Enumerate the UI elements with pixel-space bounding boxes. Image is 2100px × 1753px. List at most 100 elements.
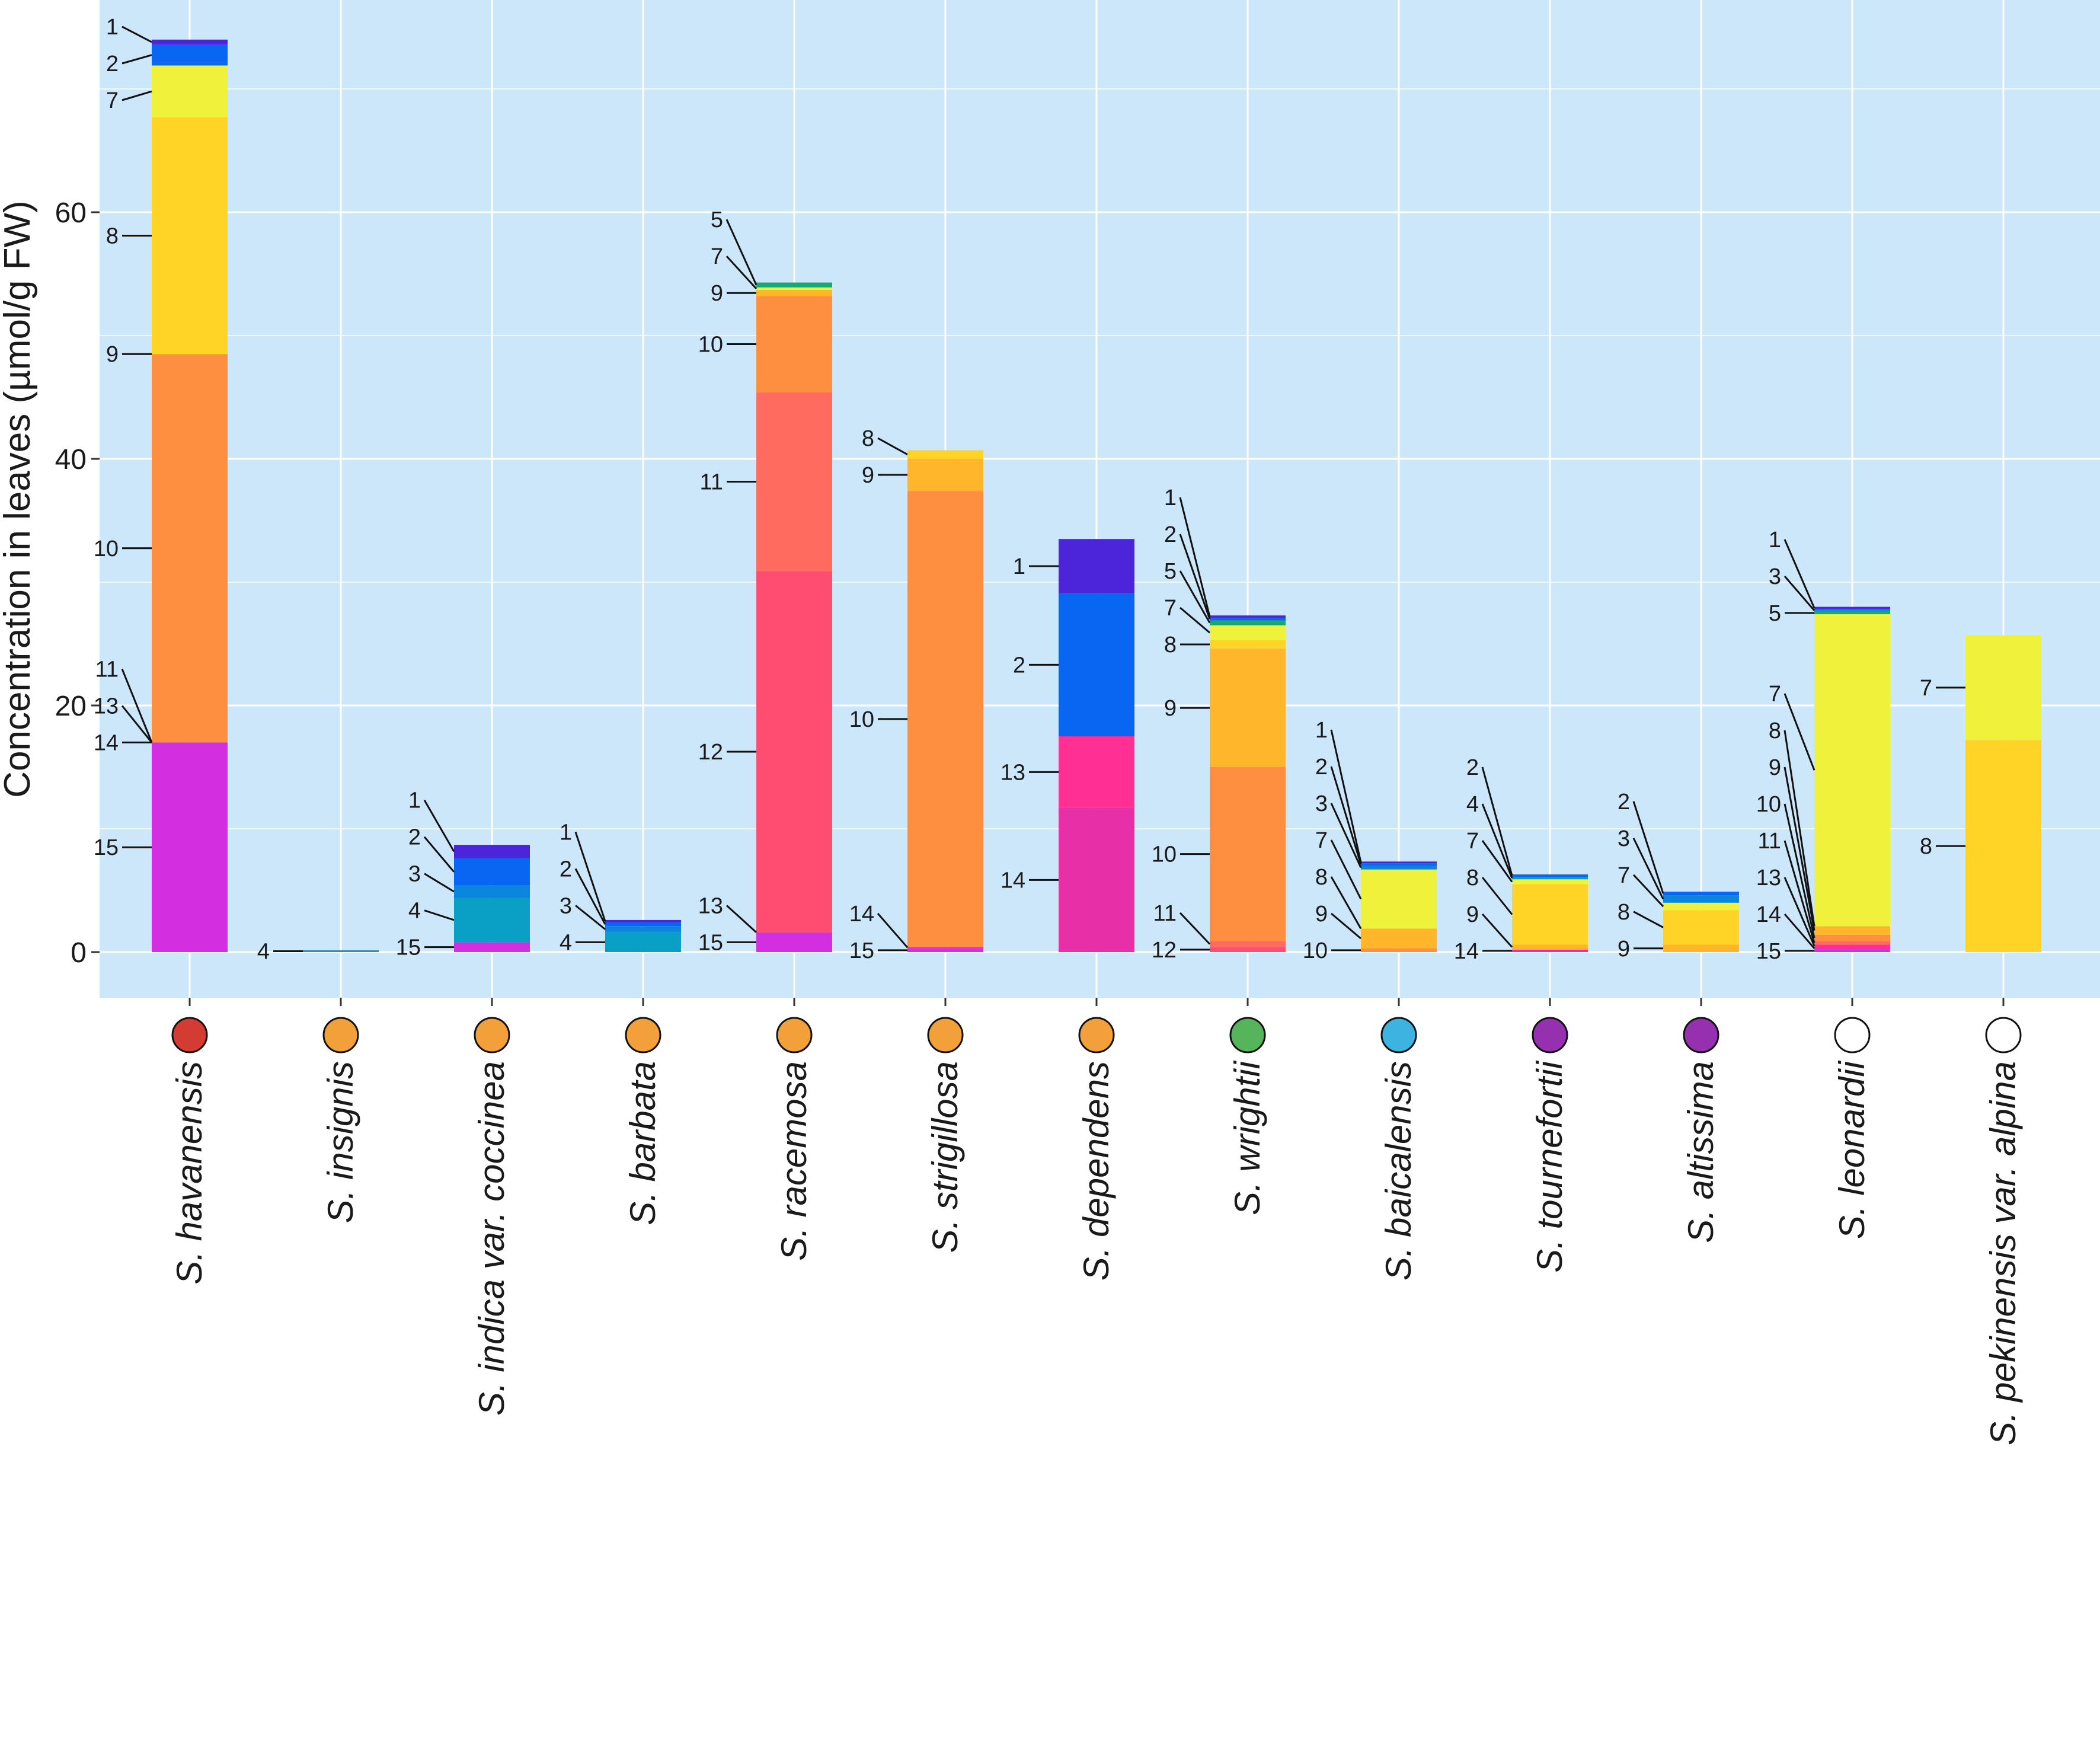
category-marker <box>927 1017 964 1053</box>
segment-label: 15 <box>1756 939 1781 964</box>
bar-segment <box>1814 926 1890 935</box>
bar-segment <box>756 932 832 952</box>
segment-label: 2 <box>408 825 421 850</box>
bar-segment <box>1663 892 1739 896</box>
category-marker <box>776 1017 813 1053</box>
bar-segment <box>1512 949 1588 952</box>
segment-label: 9 <box>1164 696 1177 721</box>
bar-segment <box>1210 618 1286 621</box>
segment-label: 8 <box>1920 834 1932 859</box>
category-marker <box>1532 1017 1568 1053</box>
segment-leader-line <box>725 219 757 286</box>
bar-segment <box>907 946 983 949</box>
category-label: S. pekinensis var. alpina <box>1983 1061 2023 1445</box>
category-marker <box>1229 1017 1266 1053</box>
segment-label: 1 <box>560 820 572 845</box>
category-marker <box>1683 1017 1719 1053</box>
segment-label: 2 <box>560 857 572 882</box>
bar-segment <box>454 885 530 898</box>
bar-segment <box>1210 615 1286 618</box>
category-label: S. indica var. coccinea <box>472 1061 512 1416</box>
bar-segment <box>1361 869 1437 929</box>
bar-segment <box>1512 879 1588 885</box>
category-label: S. dependens <box>1076 1061 1116 1281</box>
bar-segment <box>1210 947 1286 952</box>
bar-segment <box>152 39 228 45</box>
segment-label: 9 <box>1769 755 1781 780</box>
segment-label: 15 <box>396 935 421 960</box>
segment-leader-line <box>122 25 152 43</box>
segment-label: 2 <box>1618 790 1630 815</box>
bar-segment <box>1361 866 1437 870</box>
segment-label: 2 <box>1466 755 1479 780</box>
bar-segment <box>152 65 228 117</box>
category-label: S. altissima <box>1681 1061 1721 1243</box>
category-marker <box>625 1017 661 1053</box>
bar-segment <box>1814 606 1890 609</box>
segment-label: 4 <box>1466 792 1479 817</box>
bar-segment <box>1814 614 1890 927</box>
segment-leader-line <box>1783 840 1815 943</box>
bar-segment <box>1814 949 1890 952</box>
bar-segment <box>1210 620 1286 625</box>
bar-segment <box>1512 877 1588 880</box>
segment-label: 8 <box>1315 865 1328 890</box>
bar-segment <box>1663 895 1739 903</box>
segment-leader-line <box>1330 803 1362 868</box>
segment-label: 12 <box>1152 938 1177 963</box>
bar-segment <box>1210 767 1286 941</box>
y-tick-label: 0 <box>71 937 87 969</box>
bar-segment <box>1814 611 1890 615</box>
bars <box>152 39 2041 952</box>
bar-segment <box>1965 635 2041 740</box>
category-marker <box>1985 1017 2022 1053</box>
segment-label: 12 <box>698 740 723 765</box>
segment-label: 5 <box>1164 559 1177 584</box>
segment-leader-line <box>725 905 757 933</box>
bar-segment <box>1210 649 1286 767</box>
segment-label: 7 <box>1920 676 1932 701</box>
y-axis: 0 20 40 60 <box>55 197 100 969</box>
segment-label: 13 <box>698 893 723 918</box>
bar-segment <box>152 44 228 66</box>
segment-leader-line <box>574 868 606 925</box>
segment-leader-line <box>1481 803 1513 879</box>
segment-label: 5 <box>711 207 723 232</box>
category-marker <box>474 1017 510 1053</box>
bar-segment <box>605 926 681 933</box>
segment-leader-line <box>1783 913 1815 949</box>
category-marker <box>1380 1017 1417 1053</box>
segment-label: 2 <box>1164 522 1177 547</box>
segment-label: 8 <box>862 426 874 451</box>
bar-segment <box>152 742 228 952</box>
segment-label: 4 <box>257 939 270 964</box>
bar-segment <box>1361 928 1437 949</box>
segment-label: 3 <box>408 862 421 887</box>
segment-label: 9 <box>1315 902 1328 927</box>
bar-segment <box>756 296 832 392</box>
bar-segment <box>1512 884 1588 945</box>
bar-segment <box>907 450 983 459</box>
segment-label: 10 <box>94 537 119 561</box>
segment-label: 11 <box>95 657 119 682</box>
segment-leader-line <box>1481 767 1513 876</box>
bar-segment <box>1814 934 1890 941</box>
segment-leader-line <box>1632 801 1664 894</box>
segment-label: 7 <box>1164 596 1177 621</box>
segment-leader-line <box>121 668 153 743</box>
segment-leader-line <box>122 90 152 101</box>
bar-segment <box>1512 944 1588 950</box>
segment-leader-line <box>1481 913 1513 948</box>
segment-label: 1 <box>106 15 119 40</box>
segment-label: 3 <box>560 893 572 918</box>
segment-leader-line <box>1633 911 1664 928</box>
segment-label: 11 <box>700 470 723 494</box>
bar-segment <box>1965 740 2041 952</box>
segment-label: 9 <box>1618 937 1630 962</box>
segment-label: 10 <box>698 333 723 357</box>
segment-leader-line <box>1783 576 1815 611</box>
segment-leader-line <box>1179 497 1211 617</box>
segment-label: 9 <box>711 281 723 306</box>
